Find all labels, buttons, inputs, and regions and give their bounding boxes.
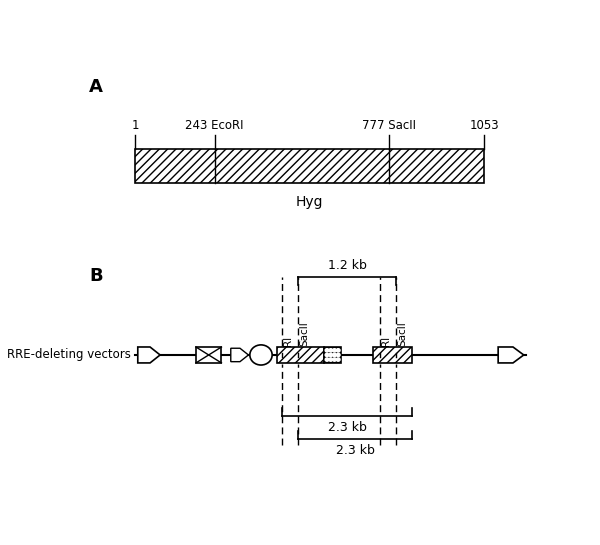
Text: 1053: 1053 xyxy=(469,119,499,132)
Circle shape xyxy=(325,353,329,356)
Circle shape xyxy=(337,353,340,356)
Text: 777 SacII: 777 SacII xyxy=(362,119,416,132)
Circle shape xyxy=(332,358,337,361)
Bar xyxy=(373,347,412,363)
FancyArrow shape xyxy=(498,347,524,363)
Circle shape xyxy=(332,349,337,352)
Circle shape xyxy=(337,358,340,361)
Text: Hyg: Hyg xyxy=(296,195,323,209)
Text: RI: RI xyxy=(381,336,391,346)
Circle shape xyxy=(329,358,332,361)
Bar xyxy=(324,347,341,363)
Text: 2.3 kb: 2.3 kb xyxy=(336,444,374,457)
Text: RI: RI xyxy=(283,336,293,346)
Text: RRE-deleting vectors: RRE-deleting vectors xyxy=(7,348,131,361)
Circle shape xyxy=(329,349,332,352)
Circle shape xyxy=(329,353,332,356)
Text: 2.3 kb: 2.3 kb xyxy=(328,421,367,434)
Text: SacII: SacII xyxy=(299,321,310,346)
Bar xyxy=(277,347,324,363)
Circle shape xyxy=(250,345,272,365)
Bar xyxy=(196,347,221,363)
Bar xyxy=(136,149,484,183)
FancyArrow shape xyxy=(138,347,160,363)
FancyArrow shape xyxy=(231,348,248,362)
Text: 1: 1 xyxy=(132,119,139,132)
Text: SacII: SacII xyxy=(397,321,407,346)
Circle shape xyxy=(332,353,337,356)
Circle shape xyxy=(337,349,340,352)
Text: A: A xyxy=(89,78,103,96)
Text: B: B xyxy=(89,267,103,285)
Text: 1.2 kb: 1.2 kb xyxy=(328,259,367,272)
Circle shape xyxy=(325,358,329,361)
Circle shape xyxy=(325,349,329,352)
Text: 243 EcoRI: 243 EcoRI xyxy=(185,119,244,132)
